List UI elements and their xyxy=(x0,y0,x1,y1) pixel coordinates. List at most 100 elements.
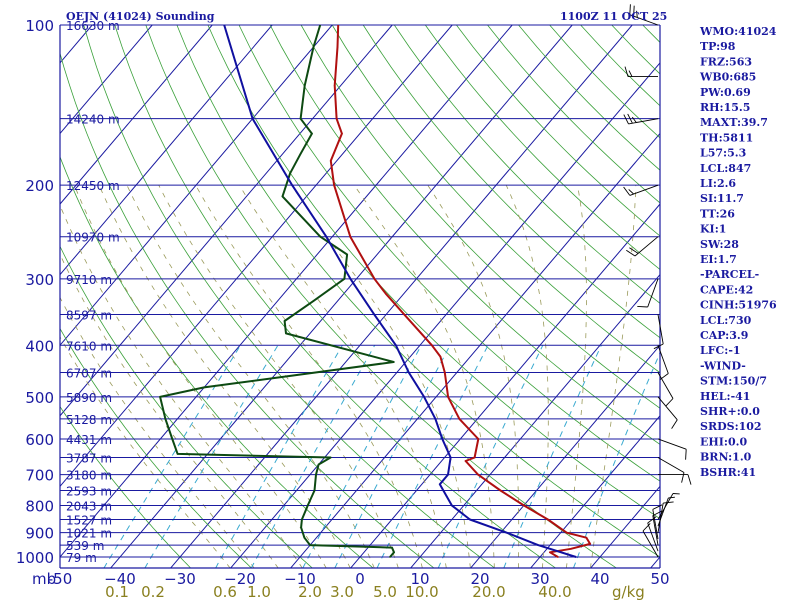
dewpoint-profile-point xyxy=(303,536,306,539)
wind-barb-flag xyxy=(671,419,678,429)
parcel-profile-point xyxy=(469,518,471,521)
temperature-profile-point xyxy=(333,84,336,87)
temperature-profile-point xyxy=(439,355,442,358)
temperature-profile-point xyxy=(349,235,352,238)
moist-adiabat-line xyxy=(505,184,549,568)
dry-adiabat-line xyxy=(176,25,660,558)
mixing-ratio-label: 5.0 xyxy=(373,583,397,600)
mixing-ratio-label: 20.0 xyxy=(472,583,505,600)
wind-barb-flag xyxy=(642,523,651,532)
wind-barb-flag xyxy=(626,249,636,257)
wind-barb xyxy=(657,396,678,421)
temperature-profile-point xyxy=(570,548,572,550)
wind-barb xyxy=(657,497,669,527)
dewpoint-profile-point xyxy=(319,235,322,238)
wind-barb xyxy=(629,14,659,26)
stability-index: LFC:-1 xyxy=(700,344,741,357)
height-label: 5890 m xyxy=(66,391,112,405)
stability-index: CINH:51976 xyxy=(700,299,777,312)
mixing-ratio-label: 0.1 xyxy=(105,583,129,600)
dewpoint-profile-point xyxy=(303,84,306,87)
stability-index: STM:150/7 xyxy=(700,375,767,388)
stability-index: TH:5811 xyxy=(700,131,753,144)
temperature-profile-point xyxy=(589,543,591,545)
wind-barb-flag xyxy=(681,472,685,483)
mixing-ratio-line xyxy=(144,345,279,568)
moist-adiabat-line xyxy=(60,296,255,568)
wind-barb xyxy=(652,515,659,546)
temperature-tick-label: 0 xyxy=(355,570,365,588)
isotherm-line xyxy=(110,25,573,568)
height-label: 6707 m xyxy=(66,367,112,381)
dewpoint-profile-point xyxy=(393,551,395,554)
dewpoint-profile-point xyxy=(315,473,317,476)
temperature-tick-label: 20 xyxy=(470,570,489,588)
parcel-profile-point xyxy=(434,418,437,420)
stability-index: -WIND- xyxy=(700,359,746,372)
parcel-profile-point xyxy=(439,483,441,486)
dry-adiabat-line xyxy=(60,245,313,568)
temperature-profile-point xyxy=(473,456,476,459)
temperature-profile-point xyxy=(336,46,339,48)
dewpoint-profile-point xyxy=(392,361,395,363)
wind-barb-flag xyxy=(628,70,633,77)
temperature-profile-point xyxy=(341,132,343,135)
isotherm-line xyxy=(60,25,333,347)
moist-adiabat-line xyxy=(98,184,351,568)
parcel-profile-point xyxy=(373,313,376,316)
wind-barb xyxy=(628,118,659,125)
dewpoint-profile-point xyxy=(203,386,205,389)
temperature-profile-point xyxy=(565,531,568,534)
dry-adiabat-line xyxy=(207,25,660,520)
dry-adiabat-line xyxy=(60,405,192,568)
parcel-profile-point xyxy=(408,371,410,374)
wind-barb-flag xyxy=(624,66,629,77)
mixing-ratio-line xyxy=(215,345,343,568)
isotherm-line xyxy=(60,25,513,558)
dewpoint-profile-point xyxy=(164,418,167,420)
stability-index: -PARCEL- xyxy=(700,268,759,281)
parcel-profile-point xyxy=(449,456,452,459)
stability-index: BRN:1.0 xyxy=(700,451,752,464)
parcel-profile-point xyxy=(325,235,328,238)
stability-index: LI:2.6 xyxy=(700,177,736,190)
parcel-profile-point xyxy=(447,473,449,476)
dewpoint-profile-point xyxy=(300,526,302,529)
stability-index: EHI:0.0 xyxy=(700,435,747,448)
temperature-profile-point xyxy=(458,418,461,420)
dry-adiabat-line xyxy=(331,25,660,374)
temperature-tick-label: 10 xyxy=(410,570,429,588)
dewpoint-profile-point xyxy=(319,25,321,26)
height-label: 16630 m xyxy=(66,19,120,33)
stability-index: CAP:3.9 xyxy=(700,329,748,342)
temperature-profile-point xyxy=(330,160,332,162)
parcel-profile-point xyxy=(505,531,508,534)
temperature-profile-point xyxy=(447,396,449,398)
height-label: 2593 m xyxy=(66,485,112,499)
mixing-ratio-unit: g/kg xyxy=(612,583,645,600)
height-label: 12450 m xyxy=(66,179,120,193)
temperature-tick-label: 50 xyxy=(650,570,669,588)
mixing-ratio-line xyxy=(302,345,422,568)
isotherm-line xyxy=(530,415,660,568)
wind-barb-flag xyxy=(633,5,635,17)
dewpoint-profile-point xyxy=(285,332,287,335)
temperature-tick-label: −20 xyxy=(224,570,256,588)
temperature-profile-point xyxy=(549,551,551,554)
moist-adiabat-line xyxy=(291,184,471,568)
dry-adiabat-line xyxy=(362,25,660,339)
sounding-title: OEJN (41024) Sounding xyxy=(66,10,215,23)
wind-barb xyxy=(657,438,687,450)
dewpoint-profile-point xyxy=(171,438,174,440)
temperature-tick-label: −30 xyxy=(164,570,196,588)
temperature-profile-point xyxy=(337,25,339,26)
height-label: 2043 m xyxy=(66,499,112,513)
stability-index: MAXT:39.7 xyxy=(700,116,768,129)
axis-labels: 16630 m 14240 m 12450 m 10970 m 9710 m 8597 m… xyxy=(16,17,670,600)
dewpoint-profile-point xyxy=(346,253,348,256)
dewpoint-profile-point xyxy=(311,132,313,135)
stability-index: SHR+:0.0 xyxy=(700,405,760,418)
wind-barb xyxy=(657,493,674,520)
stability-index: TP:98 xyxy=(700,40,736,53)
